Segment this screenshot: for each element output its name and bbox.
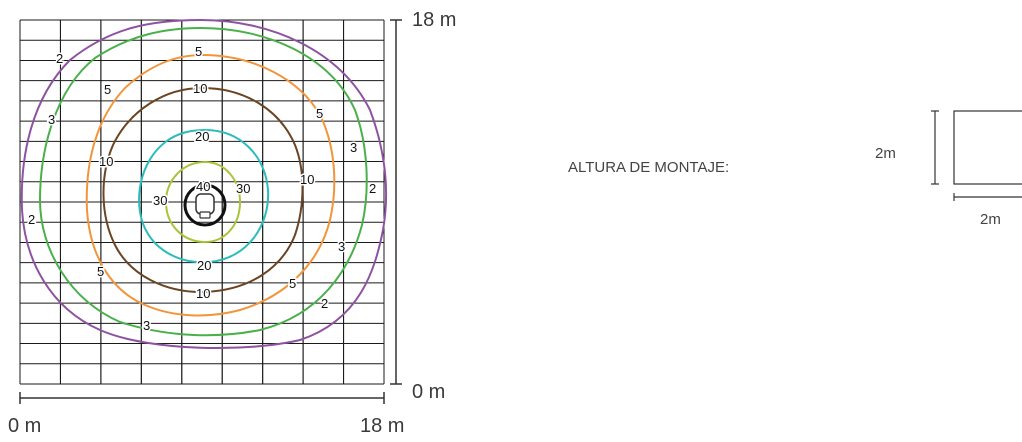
contour-label: 5 (195, 44, 202, 59)
contour-label: 3 (350, 140, 357, 155)
contour-label: 3 (143, 318, 150, 333)
contour-label: 20 (195, 129, 209, 144)
contour-labels: 2 2 2 2 3 3 3 3 5 5 5 5 5 10 10 10 10 20… (27, 43, 378, 335)
contour-label: 5 (289, 276, 296, 291)
contour-5 (85, 53, 336, 317)
mounting-height-value: 2m (875, 145, 896, 162)
contour-20 (138, 128, 270, 264)
contour-label: 30 (153, 193, 167, 208)
contour-label: 5 (316, 106, 323, 121)
contour-label: 40 (196, 179, 210, 194)
contour-label: 20 (197, 258, 211, 273)
contour-label: 10 (196, 286, 210, 301)
contour-3 (38, 26, 368, 337)
contour-label: 3 (48, 112, 55, 127)
y-axis-start-label: 0 m (412, 381, 445, 403)
contour-label: 2 (56, 51, 63, 66)
mounting-box-icon (931, 110, 1022, 201)
contour-label: 5 (104, 82, 111, 97)
contour-label: 2 (321, 296, 328, 311)
mounting-height-panel: ALTURA DE MONTAJE: 2m 2m (568, 110, 1022, 228)
contour-label: 2 (369, 181, 376, 196)
grid (19, 19, 385, 385)
contour-label: 10 (193, 81, 207, 96)
contour-30 (164, 160, 242, 244)
contour-10 (102, 86, 304, 294)
mounting-width-value: 2m (980, 211, 1001, 228)
contour-label: 10 (99, 154, 113, 169)
contour-2 (20, 18, 388, 349)
contour-label: 2 (28, 212, 35, 227)
y-axis-end-label: 18 m (412, 9, 456, 31)
mounting-height-title: ALTURA DE MONTAJE: (568, 159, 729, 176)
x-axis-start-label: 0 m (8, 415, 41, 437)
contour-40 (183, 183, 227, 227)
contour-label: 3 (338, 239, 345, 254)
scale-bars (19, 19, 402, 404)
contour-label: 30 (236, 181, 250, 196)
contour-label: 10 (300, 172, 314, 187)
x-axis-end-label: 18 m (360, 415, 404, 437)
contour-label: 5 (97, 264, 104, 279)
luminaire-icon (195, 193, 215, 219)
